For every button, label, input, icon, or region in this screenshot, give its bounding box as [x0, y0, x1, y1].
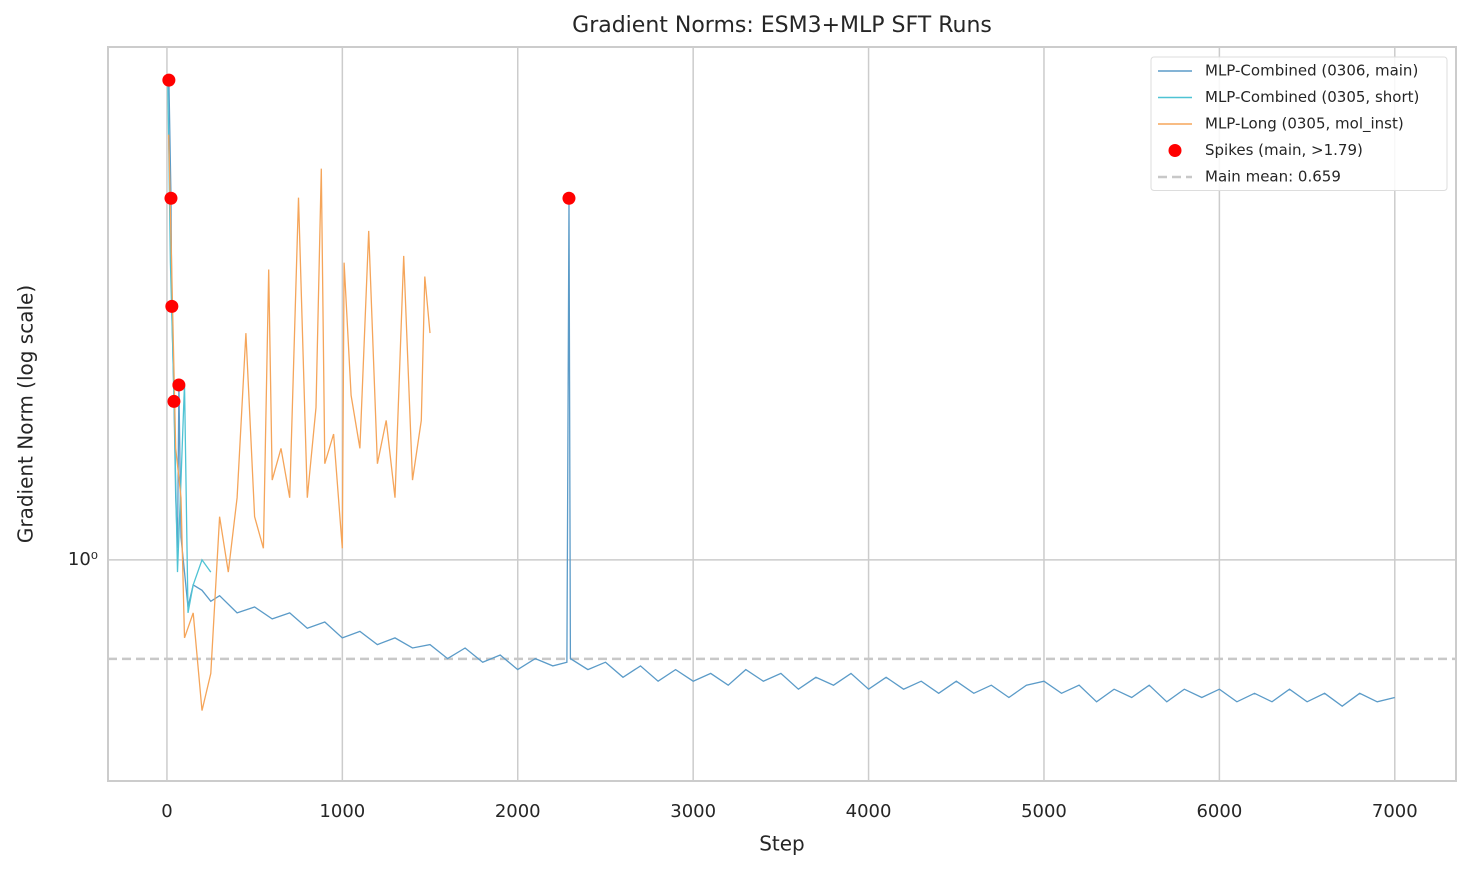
x-tick-label: 4000 [846, 801, 892, 822]
legend-label: MLP-Combined (0305, short) [1205, 88, 1419, 106]
series-line [168, 134, 431, 711]
y-axis-label: Gradient Norm (log scale) [14, 285, 38, 543]
x-tick-label: 1000 [319, 801, 365, 822]
spike-point [165, 299, 179, 313]
chart-title: Gradient Norms: ESM3+MLP SFT Runs [572, 13, 992, 38]
x-tick-label: 6000 [1196, 801, 1242, 822]
spike-point [562, 191, 576, 205]
series-line [168, 80, 1395, 708]
x-axis-label: Step [759, 832, 805, 856]
legend-label: Spikes (main, >1.79) [1205, 141, 1363, 159]
legend-box [1150, 56, 1448, 191]
x-tick-label: 2000 [495, 801, 541, 822]
y-tick-label: 10⁰ [68, 549, 98, 570]
grid: 0 1000 2000 3000 4000 5000 6000 7000 10⁰ [68, 47, 1456, 822]
x-tick-label: 7000 [1372, 801, 1418, 822]
spike-point [162, 73, 176, 87]
spike-point [167, 394, 181, 408]
legend-label: MLP-Long (0305, mol_inst) [1205, 115, 1404, 134]
axes-frame [107, 46, 1457, 782]
x-tick-label: 3000 [670, 801, 716, 822]
x-tick-label: 5000 [1021, 801, 1067, 822]
legend: MLP-Combined (0306, main) MLP-Combined (0… [1150, 56, 1448, 191]
x-tick-label: 0 [161, 801, 172, 822]
marks [108, 73, 1456, 711]
legend-label: MLP-Combined (0306, main) [1205, 62, 1418, 80]
spike-point [164, 191, 178, 205]
series-line [167, 80, 212, 614]
legend-label: Main mean: 0.659 [1205, 168, 1341, 186]
spike-point [172, 378, 186, 392]
legend-symbol [1168, 144, 1182, 157]
